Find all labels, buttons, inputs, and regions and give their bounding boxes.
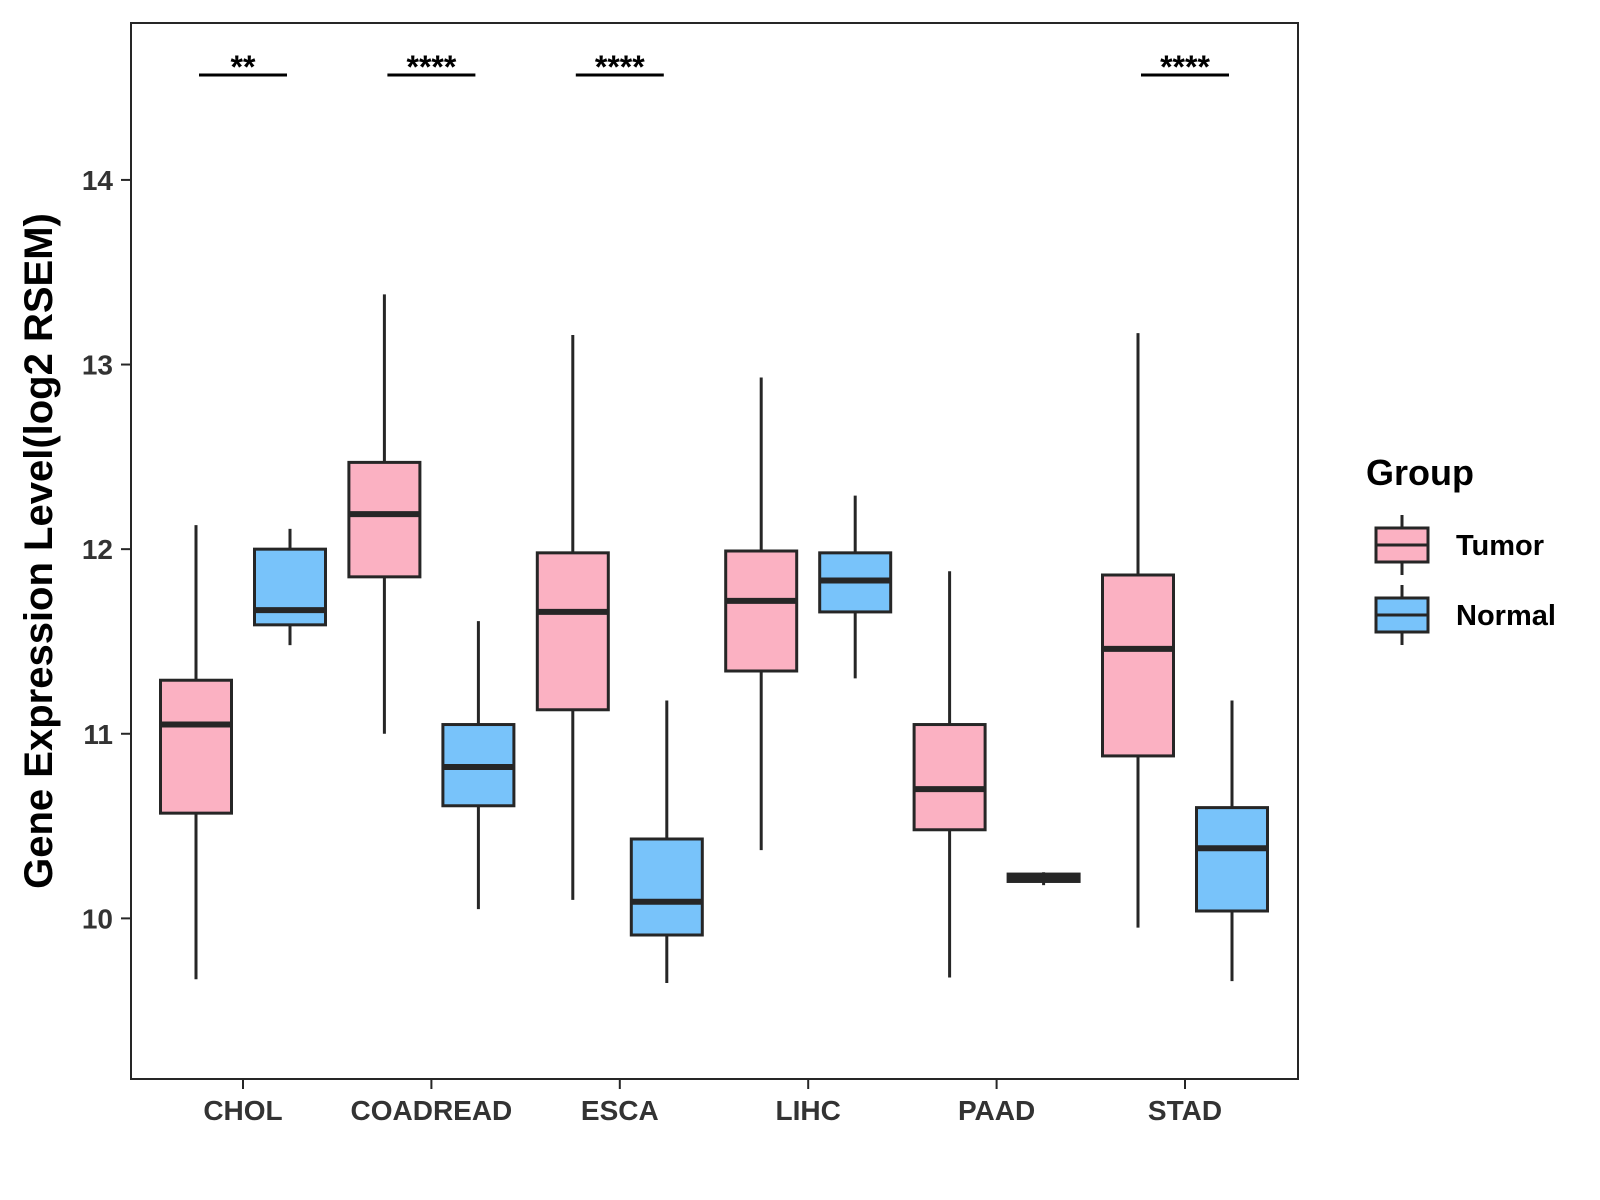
box-body-tumor-paad — [912, 723, 987, 832]
box-normal-coadread — [441, 621, 516, 910]
box-tumor-chol — [159, 525, 233, 980]
box-tumor-coadread — [347, 294, 422, 734]
box-body-tumor-chol — [159, 678, 233, 815]
box-normal-lihc — [818, 495, 893, 679]
box-body-tumor-esca — [535, 551, 610, 712]
box-body-tumor-stad — [1101, 573, 1175, 758]
legend-title: Group — [1366, 452, 1474, 493]
y-tick-label-13: 13 — [82, 350, 113, 381]
x-axis: CHOL COADREAD ESCA LIHC PAAD STAD — [203, 1079, 1222, 1126]
y-axis-label: Gene Expression Level(log2 RSEM) — [17, 213, 61, 889]
box-body-normal-stad — [1195, 806, 1269, 913]
x-tick-label-esca: ESCA — [581, 1095, 659, 1126]
box-body-tumor-lihc — [724, 549, 799, 673]
x-tick-label-chol: CHOL — [203, 1095, 282, 1126]
y-tick-label-14: 14 — [82, 165, 114, 196]
legend-entry-tumor: Tumor — [1374, 515, 1544, 575]
x-tick-label-paad: PAAD — [958, 1095, 1035, 1126]
y-tick-label-12: 12 — [82, 534, 113, 565]
legend-label-tumor: Tumor — [1456, 530, 1544, 562]
box-normal-esca — [629, 700, 704, 983]
y-tick-label-11: 11 — [83, 719, 113, 750]
significance-label-chol: ** — [231, 49, 256, 85]
box-normal-paad — [1006, 872, 1081, 886]
box-layer — [159, 294, 1269, 983]
x-tick-label-coadread: COADREAD — [351, 1095, 513, 1126]
box-tumor-paad — [912, 571, 987, 978]
x-tick-label-stad: STAD — [1148, 1095, 1222, 1126]
box-tumor-lihc — [724, 377, 799, 851]
y-axis: 10 11 12 13 14 — [82, 165, 131, 934]
box-normal-stad — [1195, 700, 1269, 982]
box-tumor-stad — [1101, 333, 1175, 928]
box-normal-chol — [253, 528, 327, 646]
significance-label-esca: **** — [595, 49, 645, 85]
legend: Group Tumor Normal — [1366, 452, 1556, 645]
legend-entry-normal: Normal — [1374, 585, 1556, 645]
y-tick-label-10: 10 — [82, 903, 113, 934]
significance-layer: ** **** **** **** — [199, 49, 1229, 85]
x-tick-label-lihc: LIHC — [776, 1095, 841, 1126]
significance-label-coadread: **** — [406, 49, 456, 85]
legend-label-normal: Normal — [1456, 600, 1556, 632]
significance-label-stad: **** — [1160, 49, 1210, 85]
box-body-normal-esca — [629, 837, 704, 937]
box-body-tumor-coadread — [347, 460, 422, 579]
box-tumor-esca — [535, 335, 610, 900]
box-body-normal-chol — [253, 547, 327, 627]
